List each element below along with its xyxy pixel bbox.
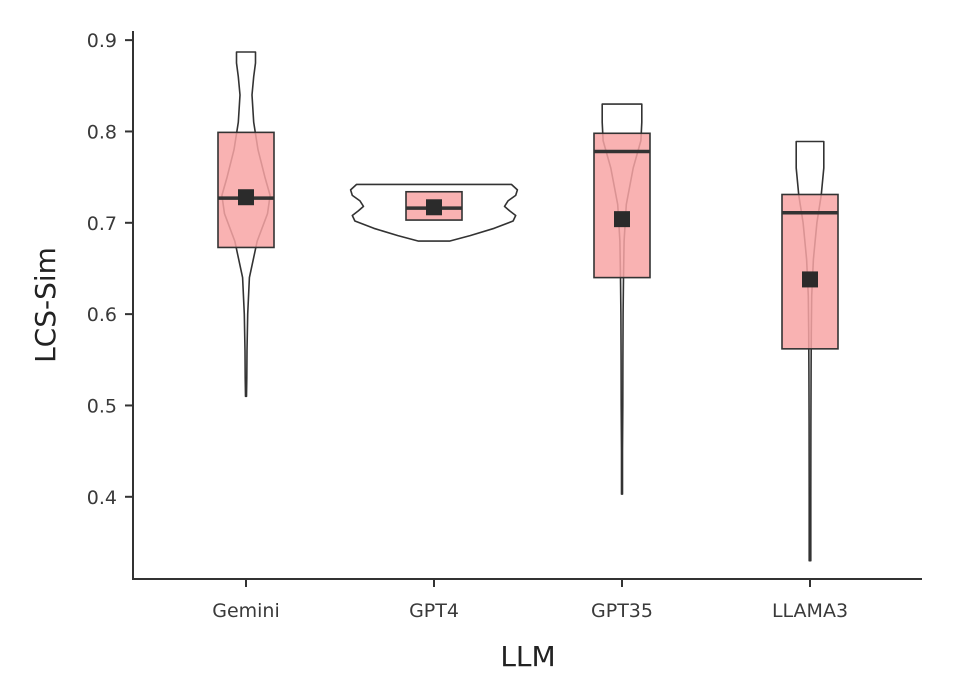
- violin-group-llama3: [781, 140, 839, 562]
- violin-outline: [601, 103, 643, 495]
- violin-group-gemini: [217, 51, 275, 398]
- x-tick-label: GPT4: [409, 600, 459, 622]
- y-tick-label: 0.4: [87, 487, 117, 509]
- y-tick-label: 0.7: [87, 213, 117, 235]
- x-tick-label: LLAMA3: [772, 600, 848, 622]
- mean-marker: [238, 189, 254, 206]
- x-tick-label: GPT35: [591, 600, 653, 622]
- mean-marker: [802, 271, 818, 288]
- x-tick-label: Gemini: [212, 600, 280, 622]
- violin-layer: [217, 51, 839, 562]
- y-tick-label: 0.5: [87, 395, 117, 417]
- violin-group-gpt4: [349, 183, 519, 242]
- axes: 0.4 0.5 0.6 0.7 0.8 0.9 Gemini GPT4 GPT35 LLAMA3: [87, 30, 922, 622]
- y-ticks: 0.4 0.5 0.6 0.7 0.8 0.9: [87, 30, 133, 509]
- y-tick-label: 0.8: [87, 121, 117, 143]
- violin-outline: [349, 183, 519, 242]
- y-axis-title: LCS-Sim: [29, 247, 62, 363]
- mean-marker: [426, 199, 442, 216]
- y-tick-label: 0.6: [87, 304, 117, 326]
- violin-group-gpt35: [593, 103, 651, 495]
- iqr-box: [593, 132, 651, 279]
- x-ticks: Gemini GPT4 GPT35 LLAMA3: [212, 579, 848, 622]
- y-tick-label: 0.9: [87, 30, 117, 52]
- mean-marker: [614, 211, 630, 228]
- x-axis-title: LLM: [500, 640, 555, 673]
